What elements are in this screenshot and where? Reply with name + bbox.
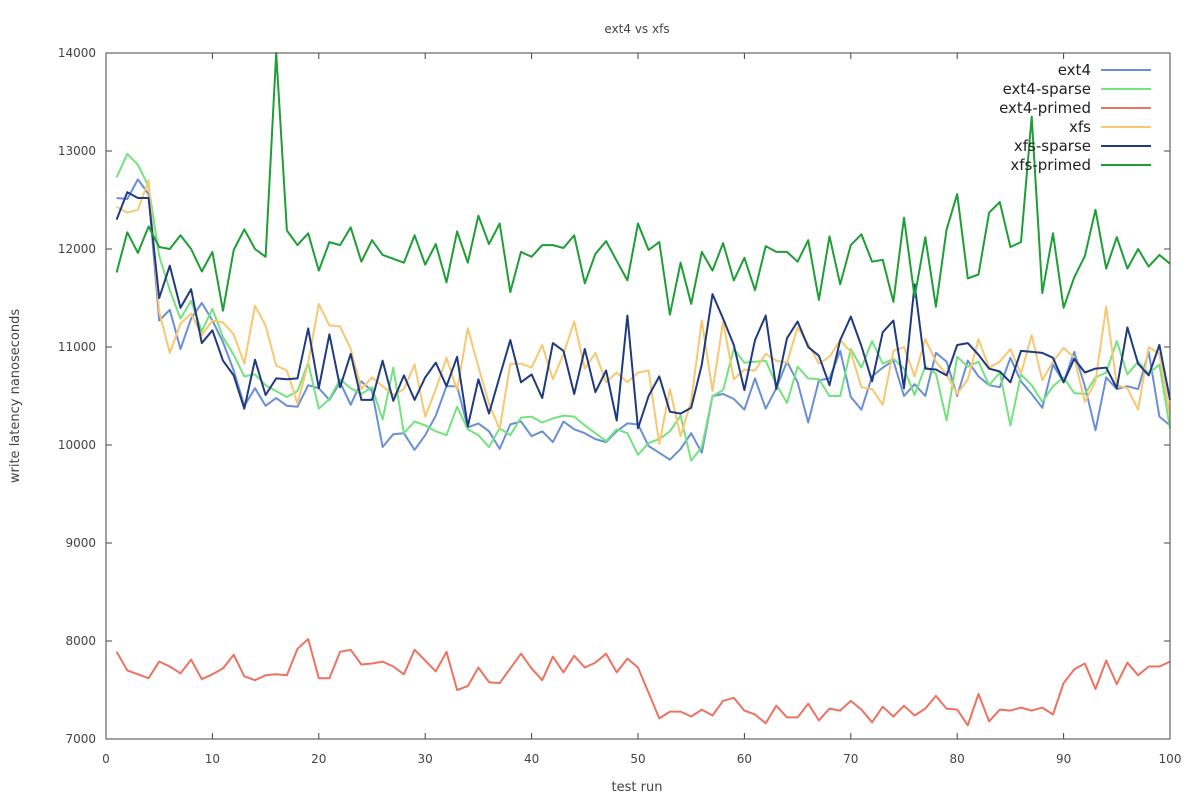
y-tick-label: 11000 <box>58 340 96 354</box>
x-tick-label: 20 <box>311 752 326 766</box>
legend-label: xfs <box>1069 118 1091 136</box>
x-axis-title: test run <box>612 780 663 795</box>
legend-label: xfs-sparse <box>1014 137 1091 155</box>
y-tick-label: 12000 <box>58 242 96 256</box>
series-line-xfs-sparse <box>115 191 1171 430</box>
series-line-ext4 <box>116 178 1171 461</box>
y-tick-label: 7000 <box>65 732 96 746</box>
x-tick-label: 40 <box>524 752 539 766</box>
series-layer <box>115 52 1171 727</box>
x-tick-label: 10 <box>205 752 220 766</box>
series-line-xfs <box>116 179 1171 445</box>
legend-label: ext4-primed <box>999 99 1091 117</box>
x-tick-label: 70 <box>843 752 858 766</box>
legend: ext4ext4-sparseext4-primedxfsxfs-sparsex… <box>999 61 1151 174</box>
y-tick-label: 13000 <box>58 144 96 158</box>
series-line-ext4-sparse <box>115 152 1171 462</box>
legend-item-ext4-primed: ext4-primed <box>999 99 1151 117</box>
legend-label: xfs-primed <box>1010 156 1091 174</box>
x-tick-label: 0 <box>102 752 110 766</box>
legend-item-xfs: xfs <box>1069 118 1151 136</box>
x-tick-label: 60 <box>737 752 752 766</box>
y-tick-label: 14000 <box>58 46 96 60</box>
y-axis-title: write latency nanoseconds <box>8 309 23 483</box>
x-tick-label: 30 <box>418 752 433 766</box>
y-tick-label: 8000 <box>65 634 96 648</box>
series-line-ext4-primed <box>115 638 1171 727</box>
legend-item-xfs-sparse: xfs-sparse <box>1014 137 1151 155</box>
legend-label: ext4-sparse <box>1003 80 1091 98</box>
y-tick-label: 9000 <box>65 536 96 550</box>
legend-item-ext4: ext4 <box>1058 61 1151 79</box>
legend-item-xfs-primed: xfs-primed <box>1010 156 1151 174</box>
x-tick-label: 90 <box>1056 752 1071 766</box>
series-line-xfs-primed <box>115 52 1171 316</box>
chart-title: ext4 vs xfs <box>604 22 669 36</box>
axis-ticks: 0 10 20 30 40 50 60 70 80 90 100 7000 8000 9000 10000 1… <box>58 46 1182 766</box>
x-tick-label: 100 <box>1159 752 1182 766</box>
x-tick-label: 80 <box>950 752 965 766</box>
legend-item-ext4-sparse: ext4-sparse <box>1003 80 1151 98</box>
y-tick-label: 10000 <box>58 438 96 452</box>
x-tick-label: 50 <box>630 752 645 766</box>
legend-label: ext4 <box>1058 61 1091 79</box>
